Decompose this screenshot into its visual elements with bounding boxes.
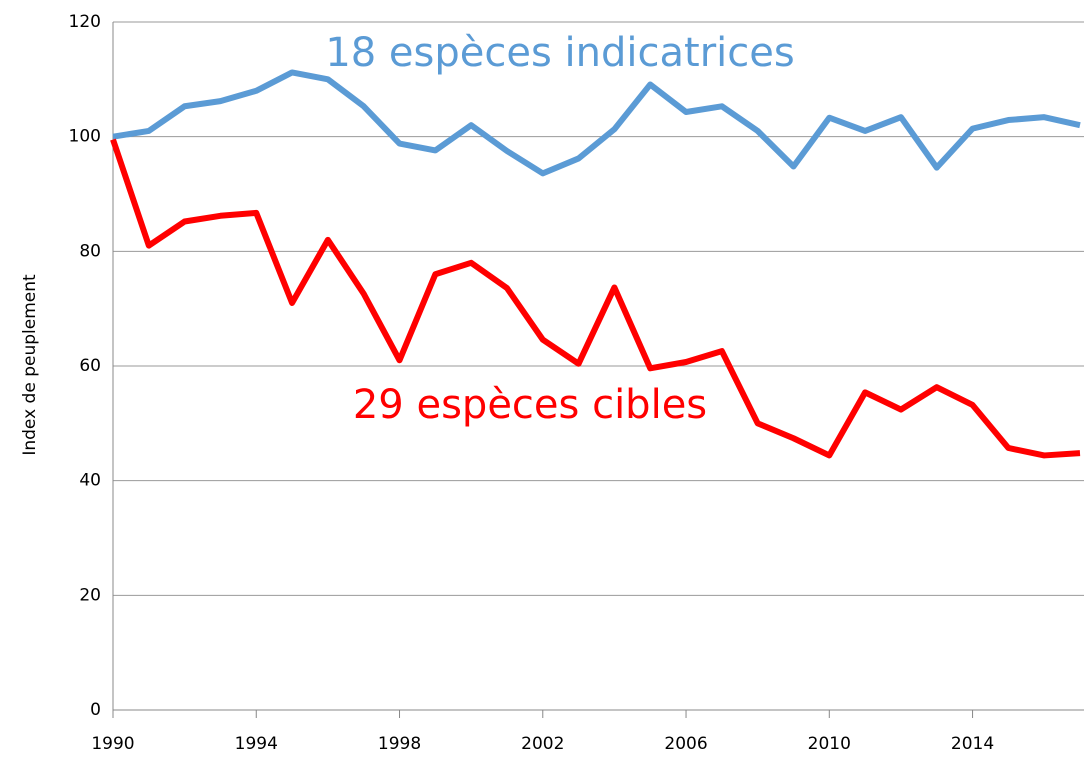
series-label: 18 espèces indicatrices xyxy=(325,30,794,76)
series-line xyxy=(112,69,1081,177)
x-tick-label: 2014 xyxy=(951,734,994,754)
y-tick-label: 100 xyxy=(69,127,101,147)
series-label: 29 espèces cibles xyxy=(353,382,707,428)
y-tick-label: 120 xyxy=(69,12,101,32)
x-tick-label: 2002 xyxy=(521,734,564,754)
y-tick-label: 0 xyxy=(90,700,101,720)
y-tick-label: 60 xyxy=(79,356,101,376)
series-line xyxy=(110,138,1081,459)
y-tick-label: 20 xyxy=(79,585,101,605)
x-tick-label: 2010 xyxy=(808,734,851,754)
x-tick-label: 2006 xyxy=(664,734,707,754)
y-axis-label: Index de peuplement xyxy=(20,274,40,456)
x-tick-label: 1994 xyxy=(235,734,278,754)
x-tick-label: 1990 xyxy=(91,734,134,754)
y-tick-label: 80 xyxy=(79,241,101,261)
y-tick-label: 40 xyxy=(79,471,101,491)
x-tick-label: 1998 xyxy=(378,734,421,754)
